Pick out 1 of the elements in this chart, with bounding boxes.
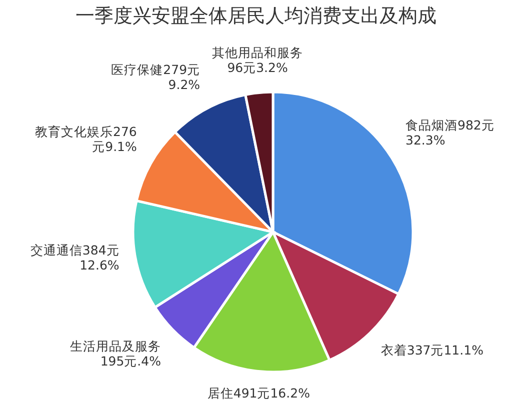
chart-title: 一季度兴安盟全体居民人均消费支出及构成 bbox=[76, 5, 436, 27]
